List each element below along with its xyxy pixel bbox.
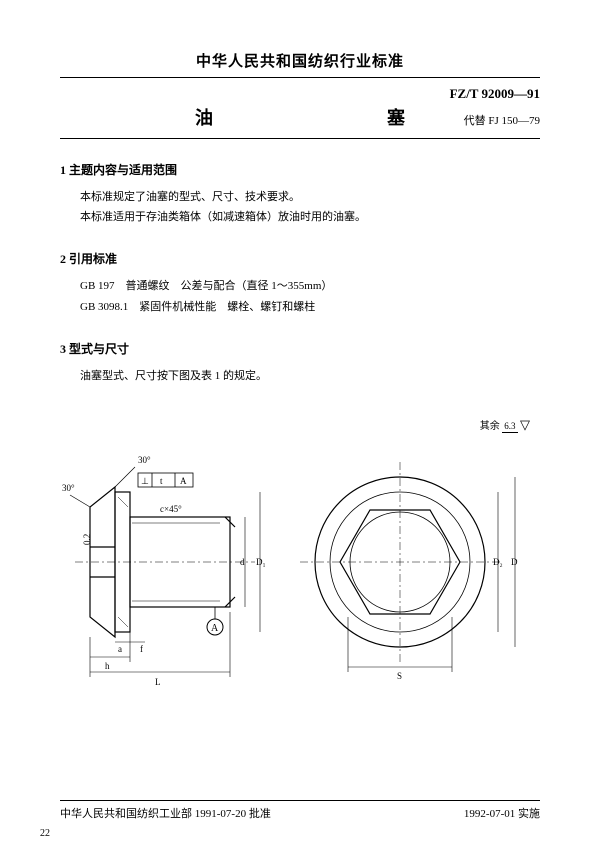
- section-2-heading: 2 引用标准: [60, 250, 540, 267]
- dim-r: 0.2: [82, 534, 92, 545]
- section-3-line: 油塞型式、尺寸按下图及表 1 的规定。: [80, 367, 540, 387]
- section-3-body: 油塞型式、尺寸按下图及表 1 的规定。: [60, 367, 540, 387]
- section-3-num: 3: [60, 342, 66, 356]
- chamfer-label: c×45°: [160, 504, 182, 514]
- document-header: 中华人民共和国纺织行业标准 油 塞 FZ/T 92009—91 代替 FJ 15…: [60, 50, 540, 139]
- dim-D1: D₁: [256, 557, 266, 567]
- section-1-title: 主题内容与适用范围: [69, 163, 177, 177]
- section-2: 2 引用标准 GB 197 普通螺纹 公差与配合（直径 1～355mm） GB …: [60, 250, 540, 319]
- surface-finish-note: 其余 6.3 ▽: [480, 417, 530, 433]
- dim-h: h: [105, 661, 110, 671]
- section-1: 1 主题内容与适用范围 本标准规定了油塞的型式、尺寸、技术要求。 本标准适用于存…: [60, 161, 540, 228]
- section-3: 3 型式与尺寸 油塞型式、尺寸按下图及表 1 的规定。: [60, 340, 540, 387]
- section-1-line: 本标准规定了油塞的型式、尺寸、技术要求。: [80, 188, 540, 208]
- plug-drawing-svg: 30° 30° c×45° L h a f d D₁ 0.2 ⊥ t A A: [60, 417, 540, 707]
- document-footer: 中华人民共和国纺织工业部 1991-07-20 批准 1992-07-01 实施: [60, 800, 540, 821]
- organization-title: 中华人民共和国纺织行业标准: [60, 50, 540, 78]
- section-1-line: 本标准适用于存油类箱体（如减速箱体）放油时用的油塞。: [80, 208, 540, 228]
- standard-number: FZ/T 92009—91: [450, 86, 540, 102]
- section-3-title: 型式与尺寸: [69, 342, 129, 356]
- svg-text:A: A: [180, 476, 187, 486]
- section-1-body: 本标准规定了油塞的型式、尺寸、技术要求。 本标准适用于存油类箱体（如减速箱体）放…: [60, 188, 540, 228]
- dim-a: a: [118, 644, 122, 654]
- section-3-heading: 3 型式与尺寸: [60, 340, 540, 357]
- section-2-body: GB 197 普通螺纹 公差与配合（直径 1～355mm） GB 3098.1 …: [60, 277, 540, 319]
- dim-L: L: [155, 677, 161, 687]
- angle-label: 30°: [138, 455, 151, 465]
- section-1-heading: 1 主题内容与适用范围: [60, 161, 540, 178]
- effective-date: 1992-07-01 实施: [464, 805, 540, 821]
- datum-symbol: A: [207, 607, 223, 635]
- surface-label: 其余: [480, 421, 500, 432]
- dim-d: d: [240, 557, 245, 567]
- svg-text:A: A: [211, 623, 219, 634]
- surface-value: 6.3: [502, 421, 517, 433]
- dim-D2: D₂: [493, 557, 503, 567]
- tolerance-frame: ⊥ t A: [138, 473, 193, 487]
- standard-codes: FZ/T 92009—91 代替 FJ 150—79: [450, 86, 540, 128]
- reference-line: GB 3098.1 紧固件机械性能 螺栓、螺钉和螺柱: [80, 298, 540, 318]
- section-1-num: 1: [60, 163, 66, 177]
- angle-label: 30°: [62, 483, 75, 493]
- approval-text: 中华人民共和国纺织工业部 1991-07-20 批准: [60, 805, 271, 821]
- reference-line: GB 197 普通螺纹 公差与配合（直径 1～355mm）: [80, 277, 540, 297]
- replaces-code: 代替 FJ 150—79: [450, 112, 540, 128]
- svg-text:⊥: ⊥: [141, 476, 149, 486]
- page-number: 22: [40, 828, 50, 839]
- dim-S: S: [397, 671, 402, 681]
- title-row: 油 塞 FZ/T 92009—91 代替 FJ 150—79: [60, 82, 540, 139]
- dim-D: D: [511, 557, 518, 567]
- technical-diagram: 其余 6.3 ▽: [60, 417, 540, 717]
- dim-f: f: [140, 644, 143, 654]
- section-2-title: 引用标准: [69, 252, 117, 266]
- section-2-num: 2: [60, 252, 66, 266]
